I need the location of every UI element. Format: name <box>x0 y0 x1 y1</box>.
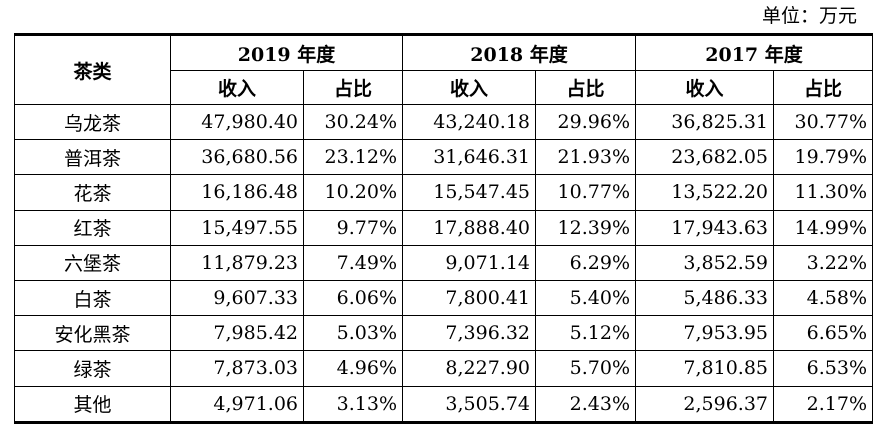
revenue-cell: 2,596.37 <box>635 385 774 424</box>
share-cell: 11.30% <box>773 174 873 211</box>
share-cell: 6.53% <box>773 350 873 387</box>
share-cell: 6.06% <box>303 279 403 317</box>
revenue-cell: 7,800.41 <box>402 279 536 317</box>
revenue-cell: 9,607.33 <box>170 279 304 317</box>
revenue-cell: 15,497.55 <box>170 209 304 246</box>
share-cell: 10.77% <box>535 174 636 211</box>
share-cell: 5.40% <box>535 279 636 317</box>
revenue-cell: 9,071.14 <box>402 244 536 281</box>
revenue-cell: 7,396.32 <box>402 315 536 352</box>
share-cell: 10.20% <box>303 174 403 211</box>
unit-label: 单位：万元 <box>761 5 857 27</box>
revenue-cell: 17,888.40 <box>402 209 536 246</box>
row-category: 乌龙茶 <box>14 103 171 141</box>
revenue-cell: 16,186.48 <box>170 174 304 211</box>
row-category: 六堡茶 <box>14 244 171 281</box>
table-row: 花茶 16,186.48 10.20% 15,547.45 10.77% 13,522.2… <box>14 174 873 211</box>
share-cell: 30.24% <box>303 103 403 141</box>
row-category: 红茶 <box>14 209 171 246</box>
row-category: 白茶 <box>14 279 171 317</box>
table-row: 六堡茶 11,879.23 7.49% 9,071.14 6.29% 3,852.59 3.… <box>14 244 873 281</box>
table-row: 乌龙茶 47,980.40 30.24% 43,240.18 29.96% 36,825.… <box>14 103 873 141</box>
share-cell: 23.12% <box>303 139 403 176</box>
header-revenue: 收入 <box>170 70 304 105</box>
table-row: 红茶 15,497.55 9.77% 17,888.40 12.39% 17,943.63… <box>14 209 873 246</box>
revenue-cell: 7,985.42 <box>170 315 304 352</box>
share-cell: 29.96% <box>535 103 636 141</box>
share-cell: 5.70% <box>535 350 636 387</box>
row-category: 其他 <box>14 385 171 424</box>
header-revenue: 收入 <box>402 70 536 105</box>
share-cell: 4.96% <box>303 350 403 387</box>
share-cell: 5.03% <box>303 315 403 352</box>
row-category: 绿茶 <box>14 350 171 387</box>
share-cell: 14.99% <box>773 209 873 246</box>
revenue-cell: 36,680.56 <box>170 139 304 176</box>
revenue-cell: 3,852.59 <box>635 244 774 281</box>
header-row-years: 茶类 2019 年度 2018 年度 2017 年度 <box>14 33 873 105</box>
header-year-2019: 2019 年度 <box>170 33 403 71</box>
share-cell: 5.12% <box>535 315 636 352</box>
header-revenue: 收入 <box>635 70 774 105</box>
share-cell: 19.79% <box>773 139 873 176</box>
revenue-cell: 4,971.06 <box>170 385 304 424</box>
share-cell: 2.17% <box>773 385 873 424</box>
share-cell: 7.49% <box>303 244 403 281</box>
table-row: 其他 4,971.06 3.13% 3,505.74 2.43% 2,596.37 2.17… <box>14 385 873 424</box>
revenue-cell: 7,873.03 <box>170 350 304 387</box>
share-cell: 30.77% <box>773 103 873 141</box>
header-year-2018: 2018 年度 <box>402 33 636 71</box>
table-body: 乌龙茶 47,980.40 30.24% 43,240.18 29.96% 36,825.… <box>14 103 873 424</box>
share-cell: 3.13% <box>303 385 403 424</box>
revenue-cell: 5,486.33 <box>635 279 774 317</box>
revenue-cell: 7,953.95 <box>635 315 774 352</box>
row-category: 花茶 <box>14 174 171 211</box>
row-category: 安化黑茶 <box>14 315 171 352</box>
header-share: 占比 <box>535 70 636 105</box>
revenue-cell: 17,943.63 <box>635 209 774 246</box>
tea-revenue-table: 茶类 2019 年度 2018 年度 2017 年度 收入 占比 收入 占比 收… <box>14 33 873 424</box>
table-row: 安化黑茶 7,985.42 5.03% 7,396.32 5.12% 7,953.95 6.… <box>14 315 873 352</box>
header-category: 茶类 <box>14 33 171 105</box>
share-cell: 9.77% <box>303 209 403 246</box>
header-row-metrics: 收入 占比 收入 占比 收入 占比 <box>15 70 873 105</box>
revenue-cell: 47,980.40 <box>170 103 304 141</box>
share-cell: 2.43% <box>535 385 636 424</box>
header-year-2017: 2017 年度 <box>635 33 873 71</box>
table-row: 绿茶 7,873.03 4.96% 8,227.90 5.70% 7,810.85 6.53… <box>14 350 873 387</box>
revenue-cell: 23,682.05 <box>635 139 774 176</box>
share-cell: 21.93% <box>535 139 636 176</box>
header-share: 占比 <box>773 70 873 105</box>
share-cell: 6.65% <box>773 315 873 352</box>
revenue-cell: 13,522.20 <box>635 174 774 211</box>
revenue-cell: 15,547.45 <box>402 174 536 211</box>
revenue-cell: 31,646.31 <box>402 139 536 176</box>
revenue-cell: 3,505.74 <box>402 385 536 424</box>
share-cell: 4.58% <box>773 279 873 317</box>
revenue-cell: 43,240.18 <box>402 103 536 141</box>
share-cell: 12.39% <box>535 209 636 246</box>
header-share: 占比 <box>303 70 403 105</box>
table-row: 白茶 9,607.33 6.06% 7,800.41 5.40% 5,486.33 4.58… <box>14 279 873 317</box>
row-category: 普洱茶 <box>14 139 171 176</box>
table-row: 普洱茶 36,680.56 23.12% 31,646.31 21.93% 23,682.… <box>14 139 873 176</box>
revenue-cell: 11,879.23 <box>170 244 304 281</box>
share-cell: 6.29% <box>535 244 636 281</box>
share-cell: 3.22% <box>773 244 873 281</box>
revenue-cell: 7,810.85 <box>635 350 774 387</box>
revenue-cell: 8,227.90 <box>402 350 536 387</box>
revenue-cell: 36,825.31 <box>635 103 774 141</box>
